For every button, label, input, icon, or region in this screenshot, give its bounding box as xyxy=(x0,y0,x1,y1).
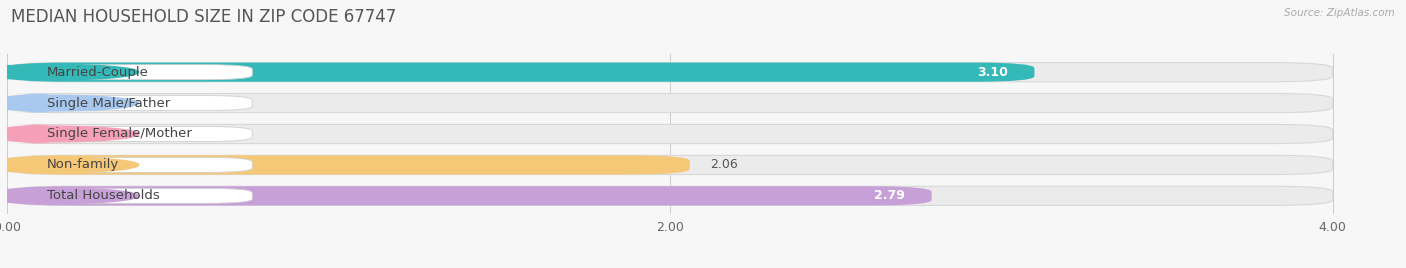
Circle shape xyxy=(0,126,139,142)
Text: 2.79: 2.79 xyxy=(875,189,905,202)
FancyBboxPatch shape xyxy=(7,155,690,174)
FancyBboxPatch shape xyxy=(7,124,1333,144)
FancyBboxPatch shape xyxy=(7,186,1333,206)
Text: Source: ZipAtlas.com: Source: ZipAtlas.com xyxy=(1284,8,1395,18)
Circle shape xyxy=(0,188,139,204)
Text: Total Households: Total Households xyxy=(46,189,159,202)
Circle shape xyxy=(0,157,139,173)
Text: 0.00: 0.00 xyxy=(87,96,114,110)
Text: Non-family: Non-family xyxy=(46,158,120,172)
Circle shape xyxy=(0,95,139,111)
Text: Single Male/Father: Single Male/Father xyxy=(46,96,170,110)
FancyBboxPatch shape xyxy=(14,96,252,111)
Circle shape xyxy=(0,64,139,80)
FancyBboxPatch shape xyxy=(14,157,252,172)
Text: 0.00: 0.00 xyxy=(87,128,114,140)
FancyBboxPatch shape xyxy=(14,126,252,142)
FancyBboxPatch shape xyxy=(7,94,66,113)
FancyBboxPatch shape xyxy=(7,155,1333,174)
Text: 3.10: 3.10 xyxy=(977,66,1008,79)
FancyBboxPatch shape xyxy=(7,62,1333,82)
FancyBboxPatch shape xyxy=(14,65,252,80)
FancyBboxPatch shape xyxy=(14,188,252,203)
Text: Married-Couple: Married-Couple xyxy=(46,66,149,79)
FancyBboxPatch shape xyxy=(7,94,1333,113)
Text: 2.06: 2.06 xyxy=(710,158,737,172)
FancyBboxPatch shape xyxy=(7,62,1035,82)
Text: MEDIAN HOUSEHOLD SIZE IN ZIP CODE 67747: MEDIAN HOUSEHOLD SIZE IN ZIP CODE 67747 xyxy=(11,8,396,26)
Text: Single Female/Mother: Single Female/Mother xyxy=(46,128,191,140)
FancyBboxPatch shape xyxy=(7,124,66,144)
FancyBboxPatch shape xyxy=(7,186,932,206)
